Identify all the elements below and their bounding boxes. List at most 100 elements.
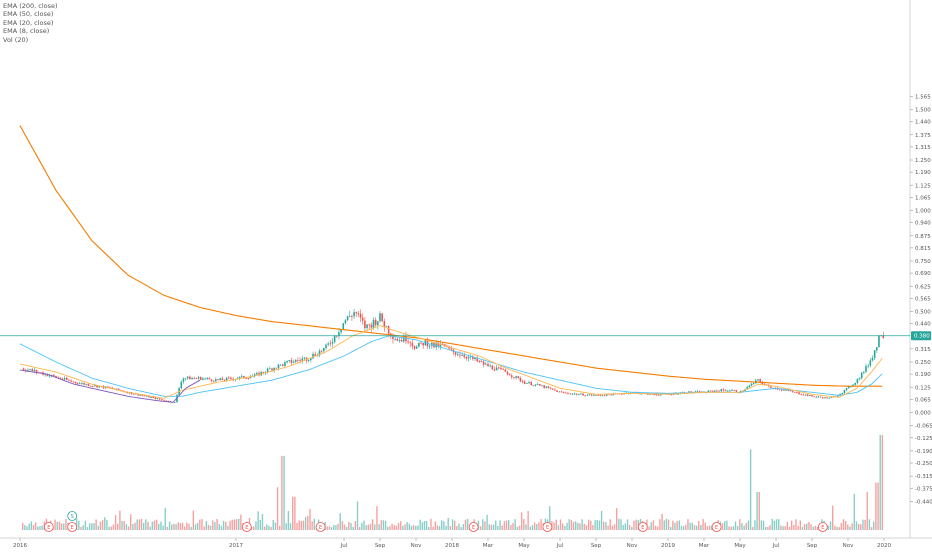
volume-bar xyxy=(685,524,687,530)
volume-bar xyxy=(557,525,560,530)
volume-bar xyxy=(520,512,523,530)
volume-bar xyxy=(512,522,514,530)
volume-bar xyxy=(337,523,339,530)
earnings-marker[interactable]: E xyxy=(817,522,828,532)
volume-bar xyxy=(101,520,104,530)
candle-body xyxy=(705,392,707,394)
candle-body xyxy=(785,389,787,391)
candle-body xyxy=(867,365,869,367)
candle-body xyxy=(860,372,863,379)
candle-body xyxy=(569,393,571,395)
volume-bar xyxy=(272,519,274,530)
candle-body xyxy=(70,380,72,382)
candle-body xyxy=(787,390,790,392)
volume-bar xyxy=(659,519,661,530)
ema50-line xyxy=(19,335,883,397)
earnings-marker[interactable]: E xyxy=(711,522,722,532)
volume-bar xyxy=(695,525,698,530)
earnings-marker[interactable]: E xyxy=(637,522,648,532)
candle-body xyxy=(392,336,394,340)
volume-bar xyxy=(287,511,290,530)
split-marker[interactable]: S xyxy=(67,511,78,521)
volume-bar xyxy=(445,525,447,530)
legend-volume[interactable]: Vol (20) xyxy=(3,35,29,44)
earnings-marker[interactable]: E xyxy=(468,522,479,532)
candle-body xyxy=(735,390,738,393)
volume-bar xyxy=(190,526,192,530)
x-tick-label: Jul xyxy=(772,543,780,549)
legend-ema8[interactable]: EMA (8, close) xyxy=(3,27,50,36)
earnings-marker[interactable]: E xyxy=(542,522,553,532)
candle-body xyxy=(163,399,165,401)
candle-body xyxy=(495,367,498,371)
volume-bar xyxy=(395,525,398,530)
volume-bar xyxy=(346,526,348,530)
x-tick-label: May xyxy=(518,543,530,549)
volume-bar xyxy=(60,523,63,530)
candle-body xyxy=(72,381,75,383)
volume-bar xyxy=(721,523,724,530)
volume-bar xyxy=(436,525,439,530)
volume-bar xyxy=(184,526,186,530)
volume-bar xyxy=(309,509,311,530)
volume-bar xyxy=(164,508,166,530)
volume-bar xyxy=(201,519,203,530)
volume-bar xyxy=(866,492,868,530)
candle-body xyxy=(370,324,373,328)
volume-bar xyxy=(276,487,279,530)
candle-body xyxy=(59,377,62,379)
volume-bar xyxy=(501,525,503,530)
volume-bar xyxy=(37,526,39,530)
volume-bar xyxy=(391,523,393,530)
earnings-marker[interactable]: E xyxy=(43,522,54,532)
legend-ema200[interactable]: EMA (200, close) xyxy=(3,2,58,10)
candle-body xyxy=(357,313,360,315)
candle-body xyxy=(552,388,554,390)
candle-body xyxy=(517,376,520,378)
volume-bar xyxy=(516,526,519,530)
candle-body xyxy=(351,316,353,317)
candle-body xyxy=(323,347,325,352)
legend-ema20[interactable]: EMA (20, close) xyxy=(3,18,54,27)
legend-ema50[interactable]: EMA (50, close) xyxy=(3,10,54,19)
volume-bar xyxy=(104,517,106,530)
earnings-marker-label: E xyxy=(546,525,549,531)
candle-body xyxy=(27,369,29,372)
volume-bar xyxy=(238,518,240,530)
volume-bar xyxy=(559,519,562,530)
candle-body xyxy=(780,389,783,391)
candle-body xyxy=(482,361,485,365)
volume-bar xyxy=(531,525,534,530)
candle-body xyxy=(469,356,472,358)
volume-bar xyxy=(799,520,801,530)
volume-bar xyxy=(650,522,652,530)
volume-bar xyxy=(786,521,789,530)
volume-bar xyxy=(711,525,713,530)
candle-body xyxy=(167,401,170,402)
earnings-marker[interactable]: E xyxy=(67,522,78,532)
candle-body xyxy=(610,394,612,396)
volume-bar xyxy=(572,521,575,530)
candle-body xyxy=(657,394,660,396)
candle-body xyxy=(217,379,219,381)
volume-bar xyxy=(376,506,378,530)
earnings-marker[interactable]: E xyxy=(315,522,326,532)
volume-bar xyxy=(678,520,681,530)
candle-body xyxy=(532,385,535,387)
candle-body xyxy=(204,378,206,380)
volume-bar xyxy=(689,522,691,530)
volume-bar xyxy=(78,520,80,530)
y-tick-label: 0.940 xyxy=(915,221,931,227)
candle-body xyxy=(247,378,250,380)
candle-body xyxy=(595,394,597,396)
volume-bar xyxy=(702,518,704,530)
candle-body xyxy=(489,365,491,367)
volume-bar xyxy=(622,524,624,530)
volume-bar xyxy=(581,519,583,530)
earnings-marker[interactable]: E xyxy=(241,522,252,532)
volume-bar xyxy=(881,435,884,530)
candle-body xyxy=(398,339,401,341)
candle-body xyxy=(141,395,144,396)
